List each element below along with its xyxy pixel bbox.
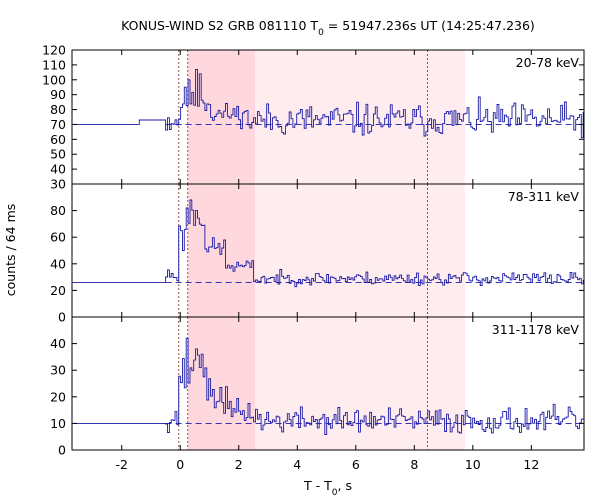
panel-band-311-1178: 0 10 20 30 40 311-1178 keV: [50, 316, 585, 458]
band-label: 20-78 keV: [516, 55, 580, 70]
y-tick-label: 60: [50, 230, 66, 245]
shade-outer-interval: [255, 184, 465, 317]
y-tick-label: 40: [50, 256, 66, 271]
x-tick-label: 6: [352, 457, 360, 472]
y-tick-label: 50: [50, 147, 66, 162]
y-axis-label: counts / 64 ms: [3, 204, 18, 297]
y-tick-label: 80: [50, 102, 66, 117]
y-tick-label: 0: [58, 310, 66, 325]
y-tick-label: 110: [42, 57, 66, 72]
x-tick-label: 0: [176, 457, 184, 472]
y-tick-label: 70: [50, 117, 66, 132]
panel-frame: [71, 316, 585, 451]
shade-inner-interval: [187, 317, 256, 450]
y-tick-label: 40: [50, 336, 66, 351]
y-tick-label: 10: [50, 416, 66, 431]
y-tick-label: 100: [42, 72, 66, 87]
x-tick-label: 2: [235, 457, 243, 472]
x-axis-label: T - T0, s: [303, 478, 352, 498]
shade-outer-interval: [255, 50, 465, 184]
y-tick-label: 120: [42, 43, 66, 58]
panel-band-78-311: 0 20 40 60 80 78-311 keV: [50, 183, 585, 325]
band-label: 78-311 keV: [508, 189, 580, 204]
lightcurve-band-311-1178: [72, 337, 584, 435]
y-tick-label: 30: [50, 363, 66, 378]
x-tick-label: 12: [523, 457, 539, 472]
x-tick-label: 8: [410, 457, 418, 472]
x-tick-label: 4: [293, 457, 301, 472]
y-tick-label: 30: [50, 177, 66, 192]
x-tick-label: 10: [465, 457, 481, 472]
chart-title: KONUS-WIND S2 GRB 081110 T0 = 51947.236s…: [121, 18, 535, 38]
y-tick-label: 90: [50, 87, 66, 102]
y-tick-label: 40: [50, 162, 66, 177]
x-tick-label: -2: [116, 457, 128, 472]
y-tick-label: 80: [50, 203, 66, 218]
band-label: 311-1178 keV: [492, 322, 580, 337]
y-tick-label: 20: [50, 283, 66, 298]
lightcurve-band-20-78: [72, 68, 584, 139]
y-tick-label: 0: [58, 443, 66, 458]
y-tick-label: 60: [50, 132, 66, 147]
y-tick-label: 20: [50, 389, 66, 404]
lightcurve-band-78-311: [72, 199, 584, 288]
